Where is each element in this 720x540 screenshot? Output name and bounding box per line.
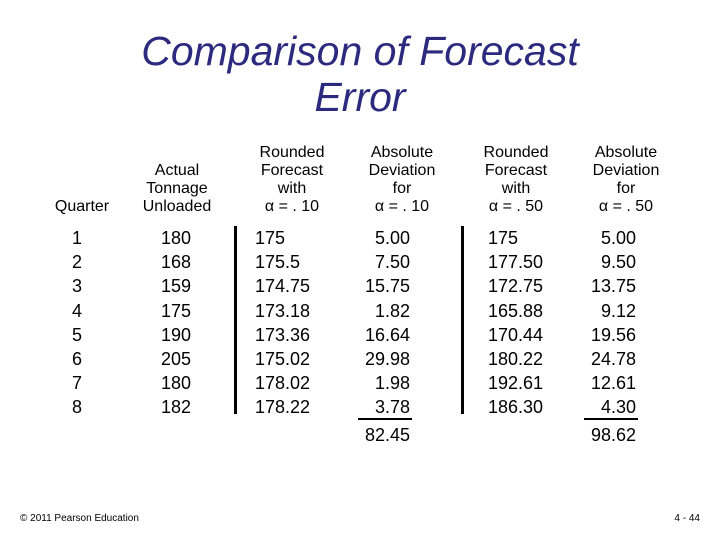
cell-ad50: 12.61 bbox=[590, 373, 636, 394]
cell-rf10: 174.75 bbox=[255, 276, 311, 297]
cell-ad10: 7.50 bbox=[374, 252, 410, 273]
header-rf10-line: α = . 10 bbox=[264, 198, 320, 215]
cell-rf50: 170.44 bbox=[488, 324, 544, 345]
header-ad50-line: for bbox=[616, 180, 636, 197]
cell-ad50: 9.50 bbox=[600, 252, 636, 273]
cell-rf50: 177.50 bbox=[488, 252, 544, 273]
header-absolute-deviation-alpha-10: Absolute Deviation for α = . 10 bbox=[352, 140, 452, 216]
column-actual-tonnage: 180 168 159 175 190 205 180 182 bbox=[148, 226, 204, 420]
cell-rf10: 178.22 bbox=[255, 397, 311, 418]
cell-actual: 180 bbox=[160, 228, 192, 248]
cell-rf10: 173.18 bbox=[255, 300, 311, 321]
cell-actual: 168 bbox=[160, 252, 192, 273]
header-quarter: Quarter bbox=[44, 140, 120, 216]
column-quarter: 1 2 3 4 5 6 7 8 bbox=[62, 226, 92, 420]
header-ad50-line: α = . 50 bbox=[598, 198, 654, 215]
cell-ad50: 5.00 bbox=[600, 228, 636, 248]
header-rf50-line: Forecast bbox=[484, 162, 548, 179]
cell-rf50: 180.22 bbox=[488, 349, 544, 370]
cell-rf50: 175 bbox=[488, 228, 519, 248]
cell-quarter: 8 bbox=[71, 397, 82, 418]
cell-quarter: 3 bbox=[71, 276, 82, 297]
cell-quarter: 2 bbox=[71, 252, 82, 273]
header-actual-line: Unloaded bbox=[142, 198, 212, 215]
cell-ad50: 4.30 bbox=[600, 397, 636, 418]
header-rf50-line: with bbox=[501, 180, 531, 197]
slide-title: Comparison of Forecast Error bbox=[40, 28, 680, 120]
cell-quarter: 7 bbox=[71, 373, 82, 394]
column-absolute-deviation-alpha-10: 5.00 7.50 15.75 1.82 16.64 29.98 1.98 3.… bbox=[340, 226, 410, 420]
header-ad10-line: for bbox=[392, 180, 412, 197]
cell-quarter: 5 bbox=[71, 324, 82, 345]
column-rounded-forecast-alpha-10: 175 175.5 174.75 173.18 173.36 175.02 17… bbox=[255, 226, 335, 420]
header-ad10-line: Absolute bbox=[370, 144, 434, 161]
title-line-1: Comparison of Forecast bbox=[141, 28, 579, 74]
header-ad10-line: Deviation bbox=[368, 162, 436, 179]
header-absolute-deviation-alpha-50: Absolute Deviation for α = . 50 bbox=[576, 140, 676, 216]
total-underline-alpha-50 bbox=[584, 418, 638, 420]
cell-ad10: 3.78 bbox=[374, 397, 410, 418]
cell-actual: 190 bbox=[160, 324, 192, 345]
header-rounded-forecast-alpha-10: Rounded Forecast with α = . 10 bbox=[246, 140, 338, 216]
cell-rf10: 175.02 bbox=[255, 349, 311, 370]
cell-actual: 205 bbox=[160, 349, 192, 370]
page-number: 4 - 44 bbox=[674, 513, 700, 524]
cell-quarter: 6 bbox=[71, 349, 82, 370]
cell-rf50: 186.30 bbox=[488, 397, 544, 418]
cell-ad10: 15.75 bbox=[364, 276, 410, 297]
cell-ad50: 13.75 bbox=[590, 276, 636, 297]
cell-ad10: 29.98 bbox=[364, 349, 410, 370]
cell-rf10: 173.36 bbox=[255, 324, 311, 345]
title-line-2: Error bbox=[314, 74, 406, 120]
header-rf50-line: Rounded bbox=[483, 144, 549, 161]
header-rf10-line: with bbox=[277, 180, 307, 197]
cell-actual: 175 bbox=[160, 300, 192, 321]
cell-actual: 180 bbox=[160, 373, 192, 394]
column-divider bbox=[234, 226, 237, 414]
cell-rf10: 175.5 bbox=[255, 252, 301, 273]
cell-ad50: 9.12 bbox=[600, 300, 636, 321]
cell-quarter: 1 bbox=[71, 228, 82, 248]
header-rf10-line: Forecast bbox=[260, 162, 324, 179]
header-quarter-line: Quarter bbox=[54, 198, 110, 215]
cell-rf50: 192.61 bbox=[488, 373, 544, 394]
header-ad10-line: α = . 10 bbox=[374, 198, 430, 215]
header-rf50-line: α = . 50 bbox=[488, 198, 544, 215]
cell-actual: 182 bbox=[160, 397, 192, 418]
cell-ad10: 5.00 bbox=[374, 228, 410, 248]
cell-rf50: 165.88 bbox=[488, 300, 544, 321]
cell-ad10: 1.98 bbox=[374, 373, 410, 394]
header-rf10-line: Rounded bbox=[259, 144, 325, 161]
cell-ad50: 19.56 bbox=[590, 324, 636, 345]
cell-rf50: 172.75 bbox=[488, 276, 544, 297]
header-actual-line: Tonnage bbox=[146, 180, 208, 197]
total-alpha-50: 98.62 bbox=[590, 425, 636, 445]
header-ad50-line: Deviation bbox=[592, 162, 660, 179]
cell-ad10: 16.64 bbox=[364, 324, 410, 345]
header-rounded-forecast-alpha-50: Rounded Forecast with α = . 50 bbox=[470, 140, 562, 216]
copyright-footer: © 2011 Pearson Education bbox=[20, 513, 139, 524]
cell-quarter: 4 bbox=[71, 300, 82, 321]
column-divider bbox=[461, 226, 464, 414]
cell-ad10: 1.82 bbox=[374, 300, 410, 321]
total-alpha-10: 82.45 bbox=[364, 425, 410, 445]
total-underline-alpha-10 bbox=[358, 418, 412, 420]
header-ad50-line: Absolute bbox=[594, 144, 658, 161]
header-actual-tonnage: Actual Tonnage Unloaded bbox=[130, 140, 224, 216]
column-rounded-forecast-alpha-50: 175 177.50 172.75 165.88 170.44 180.22 1… bbox=[488, 226, 568, 420]
cell-rf10: 178.02 bbox=[255, 373, 311, 394]
column-absolute-deviation-alpha-50: 5.00 9.50 13.75 9.12 19.56 24.78 12.61 4… bbox=[566, 226, 636, 420]
cell-ad50: 24.78 bbox=[590, 349, 636, 370]
cell-actual: 159 bbox=[160, 276, 192, 297]
header-actual-line: Actual bbox=[154, 162, 200, 179]
cell-rf10: 175 bbox=[255, 228, 286, 248]
